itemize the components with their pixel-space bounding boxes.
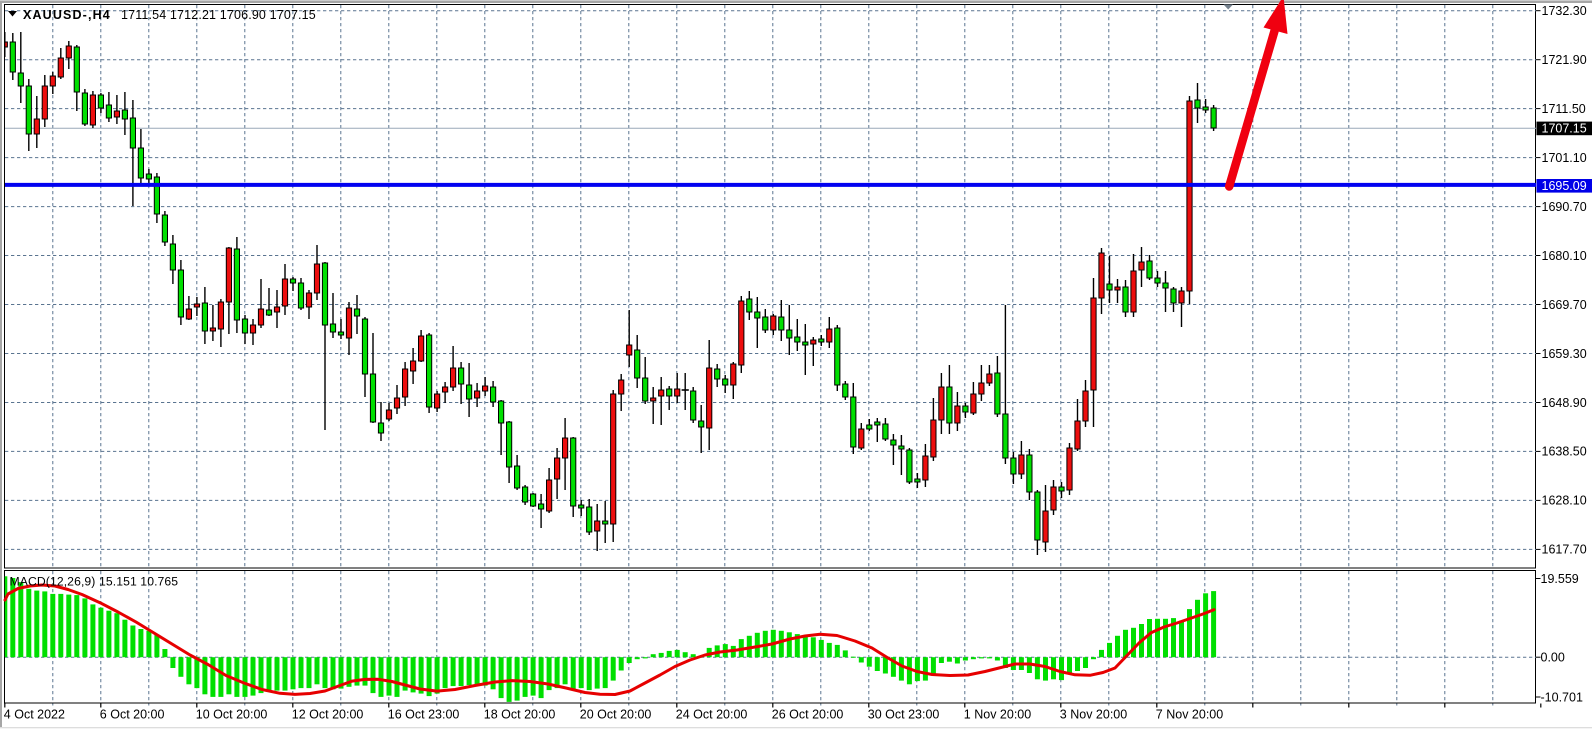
svg-text:1669.70: 1669.70	[1542, 298, 1587, 312]
svg-text:1680.10: 1680.10	[1542, 249, 1587, 263]
svg-text:30 Oct 23:00: 30 Oct 23:00	[868, 708, 940, 722]
svg-text:1701.10: 1701.10	[1542, 151, 1587, 165]
svg-text:12 Oct 20:00: 12 Oct 20:00	[292, 708, 364, 722]
svg-text:1628.10: 1628.10	[1542, 494, 1587, 508]
svg-text:26 Oct 20:00: 26 Oct 20:00	[772, 708, 844, 722]
svg-text:1707.15: 1707.15	[1542, 122, 1587, 136]
svg-text:6 Oct 20:00: 6 Oct 20:00	[100, 708, 165, 722]
svg-text:3 Nov 20:00: 3 Nov 20:00	[1060, 708, 1127, 722]
svg-text:1721.90: 1721.90	[1542, 53, 1587, 67]
svg-text:-10.701: -10.701	[1541, 690, 1583, 704]
svg-text:10 Oct 20:00: 10 Oct 20:00	[196, 708, 268, 722]
svg-text:XAUUSD-,H4: XAUUSD-,H4	[23, 8, 111, 22]
svg-text:0.00: 0.00	[1541, 651, 1565, 665]
svg-text:1648.90: 1648.90	[1542, 396, 1587, 410]
svg-text:1659.30: 1659.30	[1542, 347, 1587, 361]
svg-text:24 Oct 20:00: 24 Oct 20:00	[676, 708, 748, 722]
svg-text:18 Oct 20:00: 18 Oct 20:00	[484, 708, 556, 722]
svg-text:20 Oct 20:00: 20 Oct 20:00	[580, 708, 652, 722]
svg-text:4 Oct 2022: 4 Oct 2022	[4, 708, 65, 722]
svg-text:1617.70: 1617.70	[1542, 543, 1587, 557]
svg-text:1 Nov 20:00: 1 Nov 20:00	[964, 708, 1031, 722]
svg-text:1690.70: 1690.70	[1542, 200, 1587, 214]
svg-text:16 Oct 23:00: 16 Oct 23:00	[388, 708, 460, 722]
svg-text:1732.30: 1732.30	[1542, 4, 1587, 18]
svg-text:1711.54 1712.21 1706.90 1707.1: 1711.54 1712.21 1706.90 1707.15	[121, 8, 316, 22]
svg-text:7 Nov 20:00: 7 Nov 20:00	[1156, 708, 1223, 722]
svg-text:MACD(12,26,9) 15.151 10.765: MACD(12,26,9) 15.151 10.765	[10, 575, 179, 589]
svg-text:19.559: 19.559	[1541, 572, 1579, 586]
svg-text:1638.50: 1638.50	[1542, 445, 1587, 459]
svg-text:1695.09: 1695.09	[1542, 179, 1587, 193]
svg-text:1711.50: 1711.50	[1542, 102, 1586, 116]
